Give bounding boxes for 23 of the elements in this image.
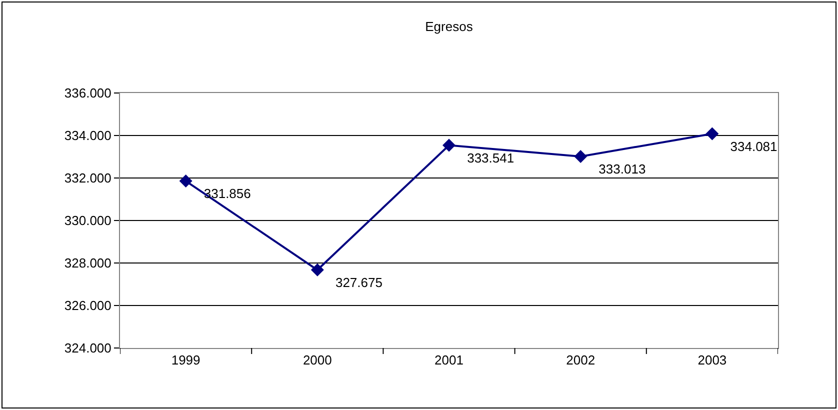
data-label: 334.081 [719, 138, 778, 154]
x-tick-label: 2003 [698, 352, 727, 368]
point [179, 174, 192, 188]
y-tick-label: 328.000 [64, 256, 112, 271]
chart-title: Egresos [425, 19, 474, 34]
x-tick-label: 2001 [434, 352, 464, 368]
y-tick-label: 334.000 [64, 128, 112, 144]
data-label: 333.013 [588, 161, 646, 176]
point [574, 150, 588, 163]
data-label: 333.541 [456, 150, 514, 166]
data-label: 327.675 [324, 274, 382, 290]
y-tick-label: 324.000 [64, 340, 112, 356]
y-tick-label: 332.000 [64, 170, 112, 186]
x-tick-label: 2002 [566, 352, 596, 368]
x-tick-label: 2000 [302, 352, 332, 368]
y-tick-label: 326.000 [64, 298, 112, 314]
y-tick-label: 336.000 [64, 86, 112, 101]
point [310, 263, 324, 276]
point [442, 138, 456, 152]
x-tick-label: 1999 [171, 352, 200, 368]
data-label: 331.856 [193, 186, 251, 202]
y-tick-label: 330.000 [64, 213, 112, 228]
point [706, 127, 719, 140]
